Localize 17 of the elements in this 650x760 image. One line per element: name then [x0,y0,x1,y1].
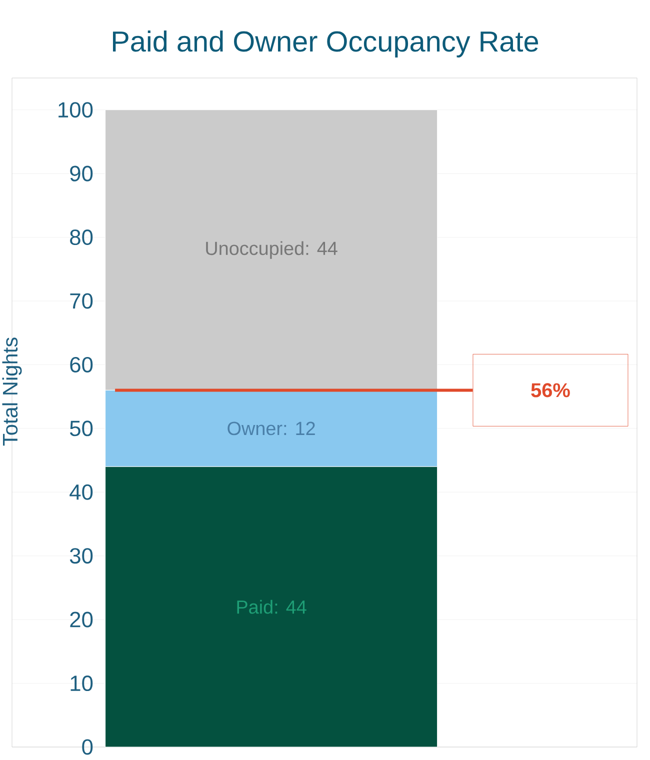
data-label: Owner: 12 [228,422,315,436]
y-tick-label: 30 [70,548,93,564]
y-tick-label: 0 [82,739,93,755]
y-tick-label: 10 [70,676,93,692]
data-label: Unoccupied: 44 [206,241,338,259]
y-tick-label: 80 [70,230,93,246]
y-axis-title: Total Nights [2,338,22,446]
ref-line-label: 56% [531,383,570,398]
data-label: Paid: 44 [237,600,306,614]
y-tick-label: 60 [70,356,93,372]
chart-title: Paid and Owner Occupancy Rate [112,30,538,58]
y-tick-label: 100 [58,102,93,118]
y-tick-label: 20 [70,612,93,628]
y-tick-label: 90 [70,166,93,182]
y-tick-label: 70 [70,293,93,309]
y-tick-label: 40 [70,484,93,500]
y-tick-label: 50 [70,420,93,436]
